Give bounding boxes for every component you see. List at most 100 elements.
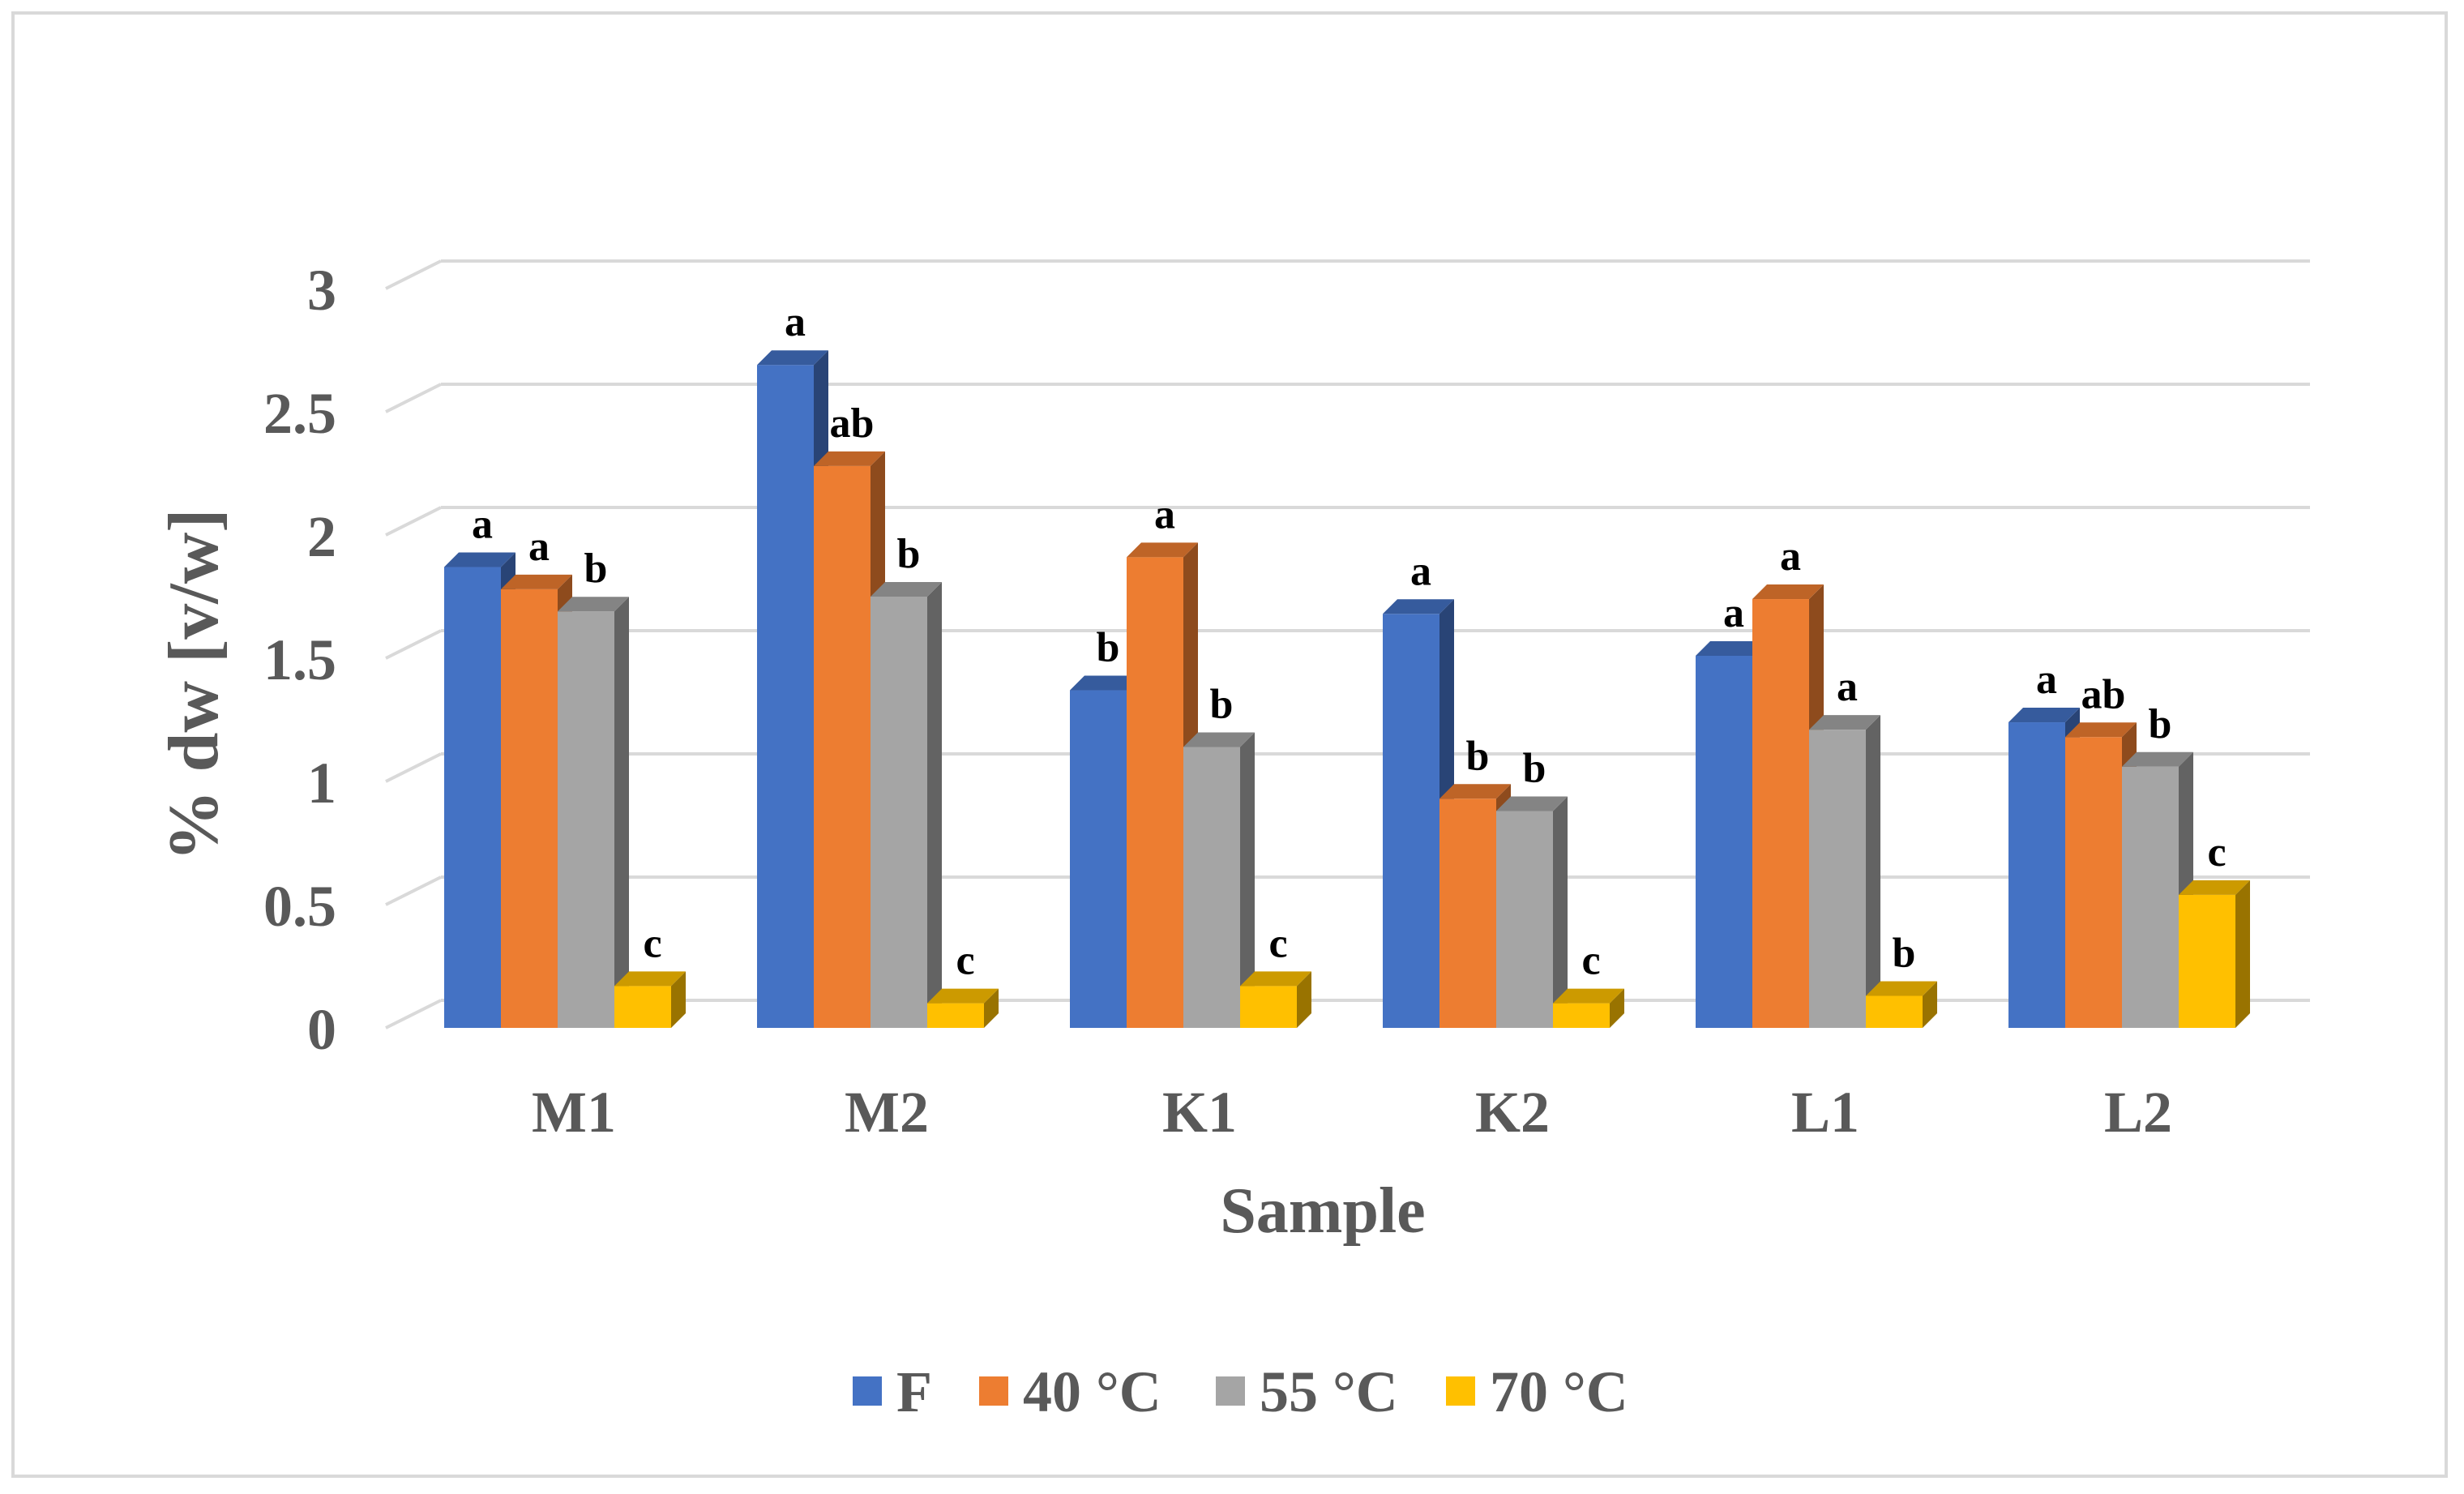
- bar-top: [2008, 708, 2080, 723]
- bar-K1-4: [1240, 971, 1311, 1028]
- bar-top: [1496, 796, 1568, 811]
- data-label: b: [1097, 625, 1120, 671]
- y-tick-label: 0.5: [263, 874, 336, 939]
- bar-K2-3: [1496, 796, 1568, 1028]
- bar-top: [927, 988, 999, 1004]
- bar-K1-3: [1183, 732, 1255, 1028]
- bar-side: [1866, 715, 1880, 1028]
- data-label: b: [1523, 745, 1546, 791]
- y-tick-label: 1: [307, 751, 336, 815]
- data-label: a: [472, 502, 493, 548]
- data-label: ab: [830, 400, 875, 447]
- bar-M1-3: [558, 597, 629, 1028]
- bar-K2-4: [1553, 988, 1624, 1028]
- x-axis-ticks: M1 M2 K1 K2 L1 L2: [532, 1080, 2172, 1145]
- gridline-diagonal: [385, 383, 442, 413]
- x-tick-label: L1: [1791, 1080, 1859, 1145]
- legend-item-3: 55 °C: [1216, 1359, 1398, 1424]
- data-label: b: [897, 531, 921, 577]
- bar-M2-3: [871, 582, 942, 1028]
- y-tick-label: 3: [307, 258, 336, 323]
- bar-side: [984, 988, 999, 1028]
- bar-top: [1752, 584, 1824, 600]
- bar-top: [2179, 880, 2250, 895]
- bar-top: [1240, 971, 1311, 987]
- bar-top: [1553, 988, 1624, 1004]
- x-tick-label: M2: [845, 1080, 929, 1145]
- bar-top: [1866, 981, 1937, 996]
- legend-swatch: [853, 1376, 882, 1406]
- bar-side: [1240, 732, 1255, 1028]
- bar-front: [2008, 722, 2065, 1028]
- gridline-diagonal: [385, 999, 442, 1030]
- bar-front: [1752, 599, 1809, 1028]
- bar-side: [1923, 981, 1937, 1028]
- bar-front: [1866, 995, 1923, 1028]
- data-label: c: [1268, 920, 1287, 966]
- gridlines: [385, 259, 2310, 1030]
- gridline-diagonal: [385, 875, 442, 906]
- x-tick-label: L2: [2104, 1080, 2172, 1145]
- data-label: a: [1410, 548, 1431, 594]
- bar-front: [1383, 614, 1439, 1028]
- legend-label: 70 °C: [1490, 1359, 1628, 1424]
- bar-K2-2: [1439, 784, 1511, 1028]
- bar-L1-3: [1809, 715, 1880, 1028]
- bar-side: [671, 971, 686, 1028]
- bar-front: [1496, 811, 1553, 1028]
- bar-M2-4: [927, 988, 999, 1028]
- bar-top: [1183, 732, 1255, 747]
- bar-front: [1127, 557, 1183, 1028]
- bar-front: [1553, 1003, 1610, 1028]
- data-label: b: [2149, 701, 2172, 747]
- bar-top: [1809, 715, 1880, 730]
- data-label: a: [1780, 533, 1801, 580]
- bar-top: [614, 971, 686, 987]
- data-label: b: [1466, 733, 1490, 779]
- bar-front: [1696, 655, 1752, 1028]
- legend: F 40 °C 55 °C 70 °C: [853, 1359, 1628, 1424]
- data-label: c: [1581, 938, 1600, 984]
- data-label: c: [2207, 829, 2226, 875]
- bar-top: [2122, 751, 2193, 767]
- bar-top: [1439, 784, 1511, 799]
- bar-top: [1696, 640, 1767, 656]
- bar-front: [1070, 690, 1127, 1028]
- bar-front: [1809, 730, 1866, 1028]
- legend-swatch: [1216, 1376, 1245, 1406]
- y-tick-label: 1.5: [263, 627, 336, 692]
- bar-side: [1297, 971, 1311, 1028]
- bars: [444, 350, 2250, 1028]
- x-tick-label: K1: [1162, 1080, 1237, 1145]
- bar-top: [1070, 675, 1141, 691]
- bar-front: [2122, 766, 2179, 1028]
- bar-top: [814, 451, 885, 466]
- legend-swatch: [979, 1376, 1008, 1406]
- y-tick-label: 0: [307, 997, 336, 1062]
- legend-item-4: 70 °C: [1446, 1359, 1628, 1424]
- data-label: a: [528, 524, 550, 570]
- bar-side: [1553, 796, 1568, 1028]
- bar-L2-4: [2179, 880, 2250, 1028]
- bar-side: [2235, 880, 2250, 1028]
- bar-top: [1383, 599, 1454, 614]
- legend-item-2: 40 °C: [979, 1359, 1161, 1424]
- bar-top: [558, 597, 629, 612]
- bar-front: [1439, 798, 1496, 1028]
- bar-top: [2065, 722, 2137, 738]
- gridline-diagonal: [385, 629, 442, 660]
- data-label: a: [1154, 491, 1175, 537]
- gridline-diagonal: [385, 259, 442, 290]
- data-label: c: [643, 920, 661, 966]
- bar-top: [757, 350, 828, 366]
- data-label: c: [956, 938, 974, 984]
- bar-front: [1240, 986, 1297, 1028]
- y-axis-ticks: 0 0.5 1 1.5 2 2.5 3: [263, 258, 336, 1062]
- legend-label: 55 °C: [1260, 1359, 1398, 1424]
- gridline-diagonal: [385, 506, 442, 537]
- bar-front: [614, 986, 671, 1028]
- y-axis-title: % dw [v/w]: [155, 508, 233, 861]
- bar-front: [1183, 747, 1240, 1028]
- bar-side: [614, 597, 629, 1028]
